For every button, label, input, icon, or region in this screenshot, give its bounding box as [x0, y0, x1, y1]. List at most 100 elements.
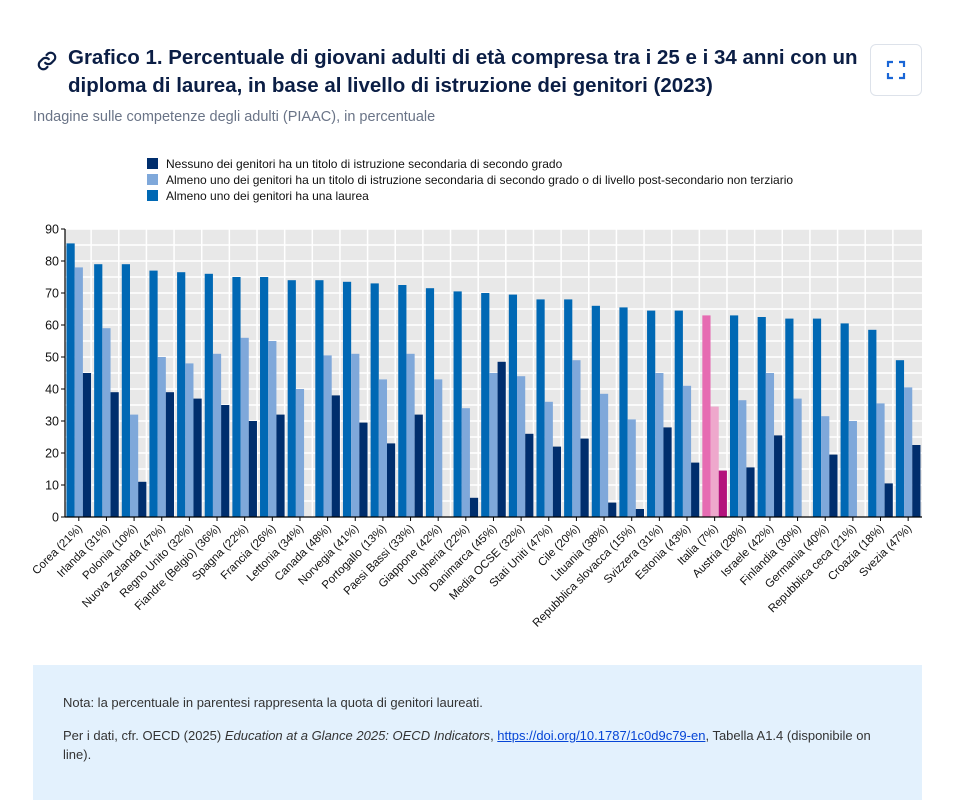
note-text: Nota: la percentuale in parentesi rappre…	[63, 695, 483, 710]
legend-swatch	[147, 158, 158, 169]
bar	[691, 462, 700, 517]
y-tick-label: 80	[45, 255, 59, 269]
bar	[812, 318, 822, 517]
bar	[525, 433, 534, 517]
bar	[647, 310, 656, 517]
bar	[497, 361, 506, 517]
bar	[793, 398, 802, 517]
bar	[655, 373, 664, 517]
bar	[295, 389, 305, 517]
bar	[157, 357, 166, 517]
bar	[204, 273, 213, 517]
bar	[912, 445, 921, 517]
bar	[287, 280, 296, 517]
bar	[149, 270, 158, 517]
source-prefix: Per i dati, cfr. OECD (2025)	[63, 728, 225, 743]
bar	[738, 400, 747, 517]
bar	[746, 467, 755, 517]
bar	[840, 323, 849, 517]
y-tick-label: 20	[45, 447, 59, 461]
legend-label: Nessuno dei genitori ha un titolo di ist…	[166, 157, 563, 171]
bar	[434, 379, 443, 517]
bar	[774, 435, 783, 517]
bar	[608, 502, 617, 517]
bar	[627, 419, 636, 517]
bar	[757, 317, 766, 517]
bar	[398, 285, 407, 517]
bar	[848, 421, 857, 517]
legend-label: Almeno uno dei genitori ha un titolo di …	[166, 173, 793, 187]
y-tick-label: 40	[45, 383, 59, 397]
bar	[66, 243, 75, 517]
y-tick-label: 90	[45, 223, 59, 237]
bar	[177, 272, 186, 517]
bar	[895, 360, 905, 517]
expand-button[interactable]	[870, 44, 922, 96]
bar	[580, 438, 589, 517]
bar	[729, 315, 739, 517]
bar	[599, 393, 609, 517]
bar	[481, 293, 490, 517]
bar	[370, 283, 379, 517]
bar	[682, 385, 692, 517]
bar	[544, 401, 553, 517]
legend-swatch	[147, 174, 158, 185]
bar	[102, 328, 111, 517]
y-tick-label: 60	[45, 319, 59, 333]
bar	[508, 294, 518, 517]
y-tick-label: 70	[45, 287, 59, 301]
bar	[315, 280, 324, 517]
bar	[138, 481, 147, 517]
bar	[425, 288, 435, 517]
bar	[276, 414, 285, 517]
bar	[461, 408, 470, 517]
bar	[240, 337, 249, 517]
bar	[469, 497, 479, 517]
bar	[517, 376, 526, 517]
bar	[785, 318, 794, 517]
expand-icon	[886, 60, 906, 80]
bar	[386, 443, 396, 517]
y-tick-label: 0	[52, 511, 59, 525]
link-icon[interactable]	[36, 50, 58, 72]
bar	[868, 329, 877, 517]
bar	[82, 373, 92, 517]
bar	[591, 305, 600, 517]
source-sep: ,	[490, 728, 498, 743]
bar	[406, 353, 415, 517]
bar	[331, 395, 340, 517]
bar-chart: Nessuno dei genitori ha un titolo di ist…	[30, 157, 922, 630]
bar	[323, 355, 332, 517]
bar	[821, 416, 830, 517]
y-tick-label: 10	[45, 479, 59, 493]
bar	[710, 406, 719, 517]
bar	[193, 398, 202, 517]
legend-swatch	[147, 190, 158, 201]
bar	[359, 422, 368, 517]
bar	[129, 414, 139, 517]
bar	[121, 264, 130, 517]
bar	[536, 299, 545, 517]
bar	[904, 387, 913, 517]
note-box: Nota: la percentuale in parentesi rappre…	[33, 665, 922, 800]
bar	[876, 403, 885, 517]
doi-link[interactable]: https://doi.org/10.1787/1c0d9c79-en	[497, 728, 706, 743]
bar	[221, 405, 230, 517]
y-tick-label: 30	[45, 415, 59, 429]
bar	[212, 353, 222, 517]
bar	[564, 299, 573, 517]
bar	[453, 291, 462, 517]
bar	[260, 277, 269, 517]
bar	[635, 509, 645, 517]
bar	[884, 483, 893, 517]
bar	[378, 379, 387, 517]
bar	[702, 315, 711, 517]
chart-title: Grafico 1. Percentuale di giovani adulti…	[68, 46, 858, 97]
bar	[232, 277, 241, 517]
bar	[110, 392, 119, 517]
bar	[829, 454, 838, 517]
y-tick-label: 50	[45, 351, 59, 365]
bar	[185, 363, 194, 517]
source-text: Per i dati, cfr. OECD (2025) Education a…	[63, 726, 892, 764]
bar	[248, 421, 257, 517]
